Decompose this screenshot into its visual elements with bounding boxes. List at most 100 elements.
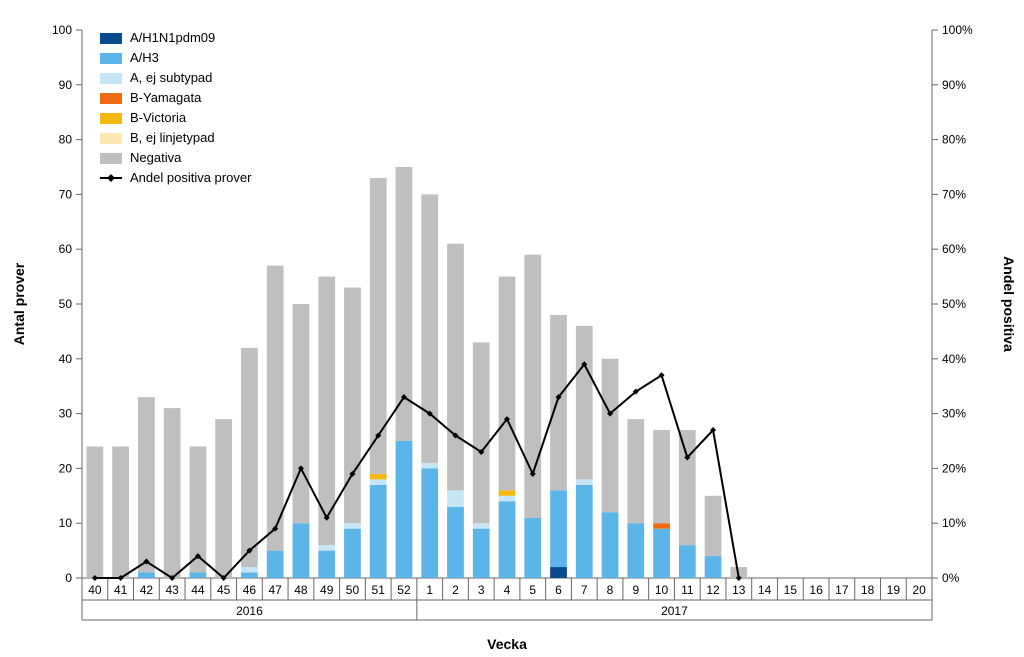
bar-segment [344, 288, 361, 524]
legend-label: B, ej linjetypad [130, 130, 215, 145]
bar-segment [293, 523, 310, 578]
bar-segment [370, 474, 387, 479]
x-tick-label: 9 [632, 583, 639, 597]
bar-segment [164, 408, 181, 578]
right-tick-label: 80% [942, 133, 966, 147]
bar-segment [705, 496, 722, 556]
x-tick-label: 48 [294, 583, 308, 597]
right-tick-label: 90% [942, 78, 966, 92]
x-tick-label: 45 [217, 583, 231, 597]
x-tick-label: 44 [191, 583, 205, 597]
bar-segment [653, 430, 670, 523]
bar-segment [215, 419, 232, 578]
legend-swatch [100, 33, 122, 44]
influenza-chart: 01020304050607080901000%10%20%30%40%50%6… [0, 0, 1024, 657]
legend-swatch [100, 53, 122, 64]
x-axis-title: Vecka [487, 636, 527, 652]
bar-segment [112, 446, 129, 578]
bar-segment [396, 441, 413, 578]
bar-segment [241, 567, 258, 572]
left-axis-title: Antal prover [11, 262, 27, 345]
bar-segment [550, 567, 567, 578]
x-tick-label: 46 [243, 583, 257, 597]
bar-segment [679, 430, 696, 545]
legend-label: Andel positiva prover [130, 170, 252, 185]
x-tick-label: 13 [732, 583, 746, 597]
left-tick-label: 30 [59, 407, 73, 421]
x-tick-label: 19 [887, 583, 901, 597]
x-tick-label: 17 [835, 583, 849, 597]
x-tick-label: 43 [165, 583, 179, 597]
bar-segment [138, 573, 155, 578]
x-tick-label: 6 [555, 583, 562, 597]
x-tick-label: 4 [504, 583, 511, 597]
bar-segment [576, 479, 593, 484]
x-tick-label: 50 [346, 583, 360, 597]
x-tick-label: 2 [452, 583, 459, 597]
right-tick-label: 0% [942, 571, 960, 585]
legend-label: Negativa [130, 150, 182, 165]
x-tick-label: 1 [426, 583, 433, 597]
bar-segment [267, 551, 284, 578]
bar-segment [421, 468, 438, 578]
right-tick-label: 70% [942, 187, 966, 201]
bar-segment [602, 359, 619, 512]
year-group-label: 2017 [661, 604, 688, 618]
x-tick-label: 7 [581, 583, 588, 597]
year-group-label: 2016 [236, 604, 263, 618]
legend-swatch [100, 133, 122, 144]
x-tick-label: 40 [88, 583, 102, 597]
left-tick-label: 80 [59, 133, 73, 147]
x-tick-label: 12 [706, 583, 720, 597]
bar-segment [267, 266, 284, 551]
right-tick-label: 50% [942, 297, 966, 311]
legend-swatch [100, 113, 122, 124]
bar-segment [550, 315, 567, 490]
bar-segment [473, 523, 490, 528]
bar-segment [370, 479, 387, 484]
x-tick-label: 8 [607, 583, 614, 597]
bar-segment [344, 523, 361, 528]
x-tick-label: 15 [784, 583, 798, 597]
bar-segment [344, 529, 361, 578]
x-tick-label: 51 [372, 583, 386, 597]
bar-segment [499, 496, 516, 501]
x-tick-label: 14 [758, 583, 772, 597]
bar-segment [705, 556, 722, 578]
bar-segment [241, 573, 258, 578]
left-tick-label: 90 [59, 78, 73, 92]
bar-segment [138, 397, 155, 572]
chart-svg: 01020304050607080901000%10%20%30%40%50%6… [0, 0, 1024, 657]
bar-segment [524, 518, 541, 578]
left-tick-label: 0 [65, 571, 72, 585]
x-tick-label: 3 [478, 583, 485, 597]
bar-segment [293, 304, 310, 523]
left-tick-label: 10 [59, 516, 73, 530]
bar-segment [576, 485, 593, 578]
bar-segment [473, 342, 490, 523]
right-tick-label: 20% [942, 461, 966, 475]
x-tick-label: 20 [912, 583, 926, 597]
bar-segment [190, 573, 207, 578]
bar-segment [318, 545, 335, 550]
legend-label: A/H3 [130, 50, 159, 65]
bar-segment [421, 194, 438, 463]
legend-swatch [100, 153, 122, 164]
legend-label: A, ej subtypad [130, 70, 212, 85]
left-tick-label: 40 [59, 352, 73, 366]
x-tick-label: 42 [140, 583, 154, 597]
legend-swatch [100, 93, 122, 104]
left-tick-label: 50 [59, 297, 73, 311]
left-tick-label: 20 [59, 461, 73, 475]
right-axis-title: Andel positiva [1001, 256, 1017, 352]
bar-segment [447, 244, 464, 491]
bar-segment [524, 255, 541, 518]
bar-segment [447, 507, 464, 578]
bar-segment [602, 512, 619, 578]
bar-segment [627, 419, 644, 523]
legend-label: B-Victoria [130, 110, 187, 125]
bar-segment [627, 523, 644, 578]
bar-segment [421, 463, 438, 468]
right-tick-label: 40% [942, 352, 966, 366]
x-tick-label: 49 [320, 583, 334, 597]
